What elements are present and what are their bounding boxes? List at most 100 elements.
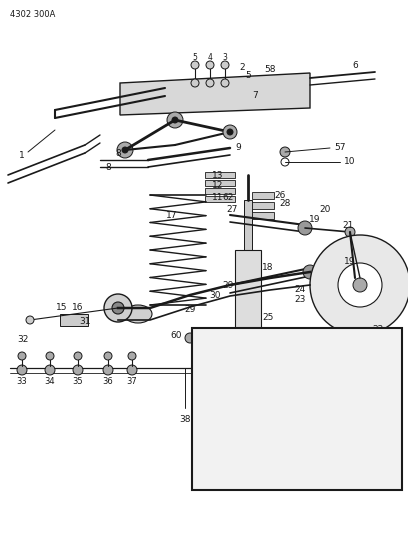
Circle shape bbox=[46, 352, 54, 360]
Circle shape bbox=[353, 278, 367, 292]
Text: 63: 63 bbox=[269, 353, 281, 362]
Circle shape bbox=[345, 227, 355, 237]
Circle shape bbox=[26, 316, 34, 324]
Circle shape bbox=[275, 457, 285, 467]
Text: 44: 44 bbox=[284, 335, 296, 344]
Text: 6: 6 bbox=[352, 61, 358, 69]
Circle shape bbox=[104, 352, 112, 360]
Text: 53: 53 bbox=[256, 408, 268, 417]
Text: 9: 9 bbox=[235, 143, 241, 152]
Circle shape bbox=[221, 79, 229, 87]
Bar bbox=[252, 192, 274, 199]
Circle shape bbox=[346, 404, 354, 412]
Circle shape bbox=[280, 147, 290, 157]
Text: 47: 47 bbox=[357, 410, 369, 419]
Text: 56: 56 bbox=[357, 389, 369, 398]
Text: 26: 26 bbox=[274, 190, 286, 199]
Circle shape bbox=[298, 221, 312, 235]
Circle shape bbox=[127, 365, 137, 375]
Text: 30: 30 bbox=[209, 290, 221, 300]
Text: 57: 57 bbox=[289, 358, 301, 367]
Text: 40: 40 bbox=[264, 334, 276, 343]
Text: 34: 34 bbox=[45, 377, 55, 386]
Text: 19: 19 bbox=[309, 215, 321, 224]
Circle shape bbox=[310, 235, 408, 335]
Text: 13: 13 bbox=[212, 171, 224, 180]
Text: 23: 23 bbox=[294, 295, 306, 304]
Text: 18: 18 bbox=[262, 263, 274, 272]
Text: 46: 46 bbox=[357, 400, 369, 409]
Ellipse shape bbox=[124, 305, 152, 323]
Text: 42: 42 bbox=[191, 370, 203, 379]
Circle shape bbox=[104, 294, 132, 322]
Circle shape bbox=[338, 263, 382, 307]
Text: 8: 8 bbox=[115, 149, 121, 157]
Text: 4: 4 bbox=[208, 53, 213, 62]
Circle shape bbox=[191, 79, 199, 87]
Polygon shape bbox=[198, 340, 235, 390]
Bar bbox=[235, 250, 261, 370]
Text: 2: 2 bbox=[239, 63, 245, 72]
Circle shape bbox=[74, 352, 82, 360]
Text: With Sway Eliminator: With Sway Eliminator bbox=[277, 474, 359, 483]
Text: 22: 22 bbox=[373, 326, 384, 335]
Bar bbox=[205, 172, 235, 178]
Text: 39: 39 bbox=[262, 343, 274, 352]
Text: 51: 51 bbox=[274, 475, 286, 484]
Text: 31: 31 bbox=[79, 318, 91, 327]
Text: 20: 20 bbox=[319, 206, 331, 214]
Text: 29: 29 bbox=[222, 280, 234, 289]
Text: 54: 54 bbox=[212, 408, 224, 417]
Circle shape bbox=[128, 352, 136, 360]
Circle shape bbox=[303, 265, 317, 279]
Text: 50: 50 bbox=[314, 479, 326, 488]
Text: 7: 7 bbox=[252, 91, 258, 100]
Circle shape bbox=[73, 365, 83, 375]
Text: 61: 61 bbox=[234, 464, 246, 472]
Text: 35: 35 bbox=[73, 377, 83, 386]
Circle shape bbox=[227, 129, 233, 135]
Text: 8: 8 bbox=[105, 164, 111, 173]
Bar bbox=[244, 200, 252, 300]
Text: 52: 52 bbox=[274, 467, 286, 477]
Text: 11: 11 bbox=[212, 192, 224, 201]
Circle shape bbox=[103, 365, 113, 375]
Circle shape bbox=[45, 365, 55, 375]
Text: 25: 25 bbox=[262, 313, 274, 322]
Text: 58: 58 bbox=[264, 66, 276, 75]
Circle shape bbox=[167, 112, 183, 128]
Circle shape bbox=[206, 61, 214, 69]
Circle shape bbox=[245, 455, 251, 461]
Circle shape bbox=[244, 376, 252, 384]
Circle shape bbox=[241, 451, 255, 465]
Text: 49: 49 bbox=[326, 395, 338, 405]
Bar bbox=[205, 180, 235, 186]
Circle shape bbox=[112, 302, 124, 314]
Text: 1: 1 bbox=[19, 150, 25, 159]
Circle shape bbox=[346, 414, 354, 422]
Text: 33: 33 bbox=[17, 377, 27, 386]
Text: 55: 55 bbox=[356, 356, 368, 365]
Bar bbox=[205, 188, 235, 194]
Circle shape bbox=[348, 427, 358, 437]
Text: 60: 60 bbox=[170, 330, 182, 340]
Bar bbox=[192, 328, 402, 490]
Text: 41: 41 bbox=[196, 343, 208, 352]
Bar bbox=[205, 196, 235, 202]
Text: 15: 15 bbox=[56, 303, 68, 311]
Circle shape bbox=[122, 147, 128, 153]
Text: 16: 16 bbox=[72, 303, 84, 311]
Bar bbox=[252, 212, 274, 219]
Text: 48: 48 bbox=[357, 425, 369, 434]
Text: 58: 58 bbox=[354, 334, 366, 343]
Circle shape bbox=[185, 333, 195, 343]
Text: 28: 28 bbox=[279, 198, 290, 207]
Circle shape bbox=[172, 117, 178, 123]
Circle shape bbox=[206, 79, 214, 87]
Text: 21: 21 bbox=[342, 221, 354, 230]
Text: 62: 62 bbox=[222, 192, 234, 201]
Text: 5: 5 bbox=[193, 53, 197, 62]
Text: 4302 300A: 4302 300A bbox=[10, 10, 55, 19]
Text: 5: 5 bbox=[245, 70, 251, 79]
Circle shape bbox=[238, 370, 258, 390]
